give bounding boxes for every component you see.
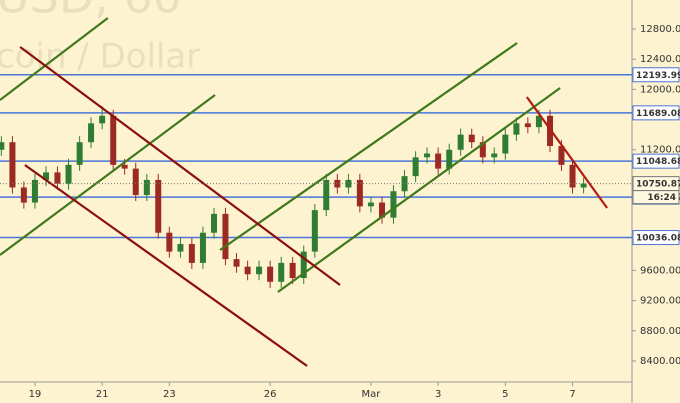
- y-tick-label: 8800.00: [640, 326, 680, 337]
- x-tick-label: 21: [96, 389, 109, 400]
- candle-body: [390, 191, 397, 218]
- candle-body: [569, 164, 576, 188]
- x-tick-label: 5: [502, 389, 508, 400]
- last-price-label: 10750.87: [636, 180, 680, 190]
- y-tick-label: 12000.00: [640, 84, 680, 95]
- candle-body: [468, 134, 475, 143]
- level-label: 11048.68: [636, 157, 680, 167]
- candle-body: [211, 213, 218, 233]
- y-tick-label: 12800.00: [640, 24, 680, 35]
- trendline: [0, 94, 216, 256]
- candle-body: [244, 266, 251, 275]
- watermark: USD, 60 coin / Dollar: [0, 0, 200, 77]
- candle-body: [278, 262, 285, 282]
- candle-body: [401, 176, 408, 192]
- y-tick-label: 12400.00: [640, 54, 680, 65]
- trendline: [19, 46, 341, 286]
- x-tick-label: 19: [29, 389, 42, 400]
- x-tick-label: 3: [435, 389, 441, 400]
- trendline: [0, 17, 109, 101]
- candle-body: [199, 232, 206, 263]
- watermark-symbol: USD, 60: [0, 0, 182, 24]
- candle-body: [513, 123, 520, 135]
- candle-body: [188, 244, 195, 263]
- candle-body: [424, 153, 431, 158]
- level-label: 10036.08: [636, 234, 680, 244]
- y-tick-label: 8400.00: [640, 356, 680, 367]
- candle-body: [580, 183, 587, 188]
- candle-body: [76, 142, 83, 165]
- candle-body: [289, 262, 296, 278]
- candle-body: [412, 157, 419, 177]
- candle-body: [43, 172, 50, 180]
- candle-body: [9, 142, 16, 188]
- candle-body: [457, 134, 464, 150]
- trendline: [525, 96, 609, 209]
- x-tick-label: 26: [264, 389, 277, 400]
- candle-body: [502, 134, 509, 154]
- candle-body: [300, 251, 307, 278]
- x-tick-label: Mar: [361, 389, 381, 400]
- candle-body: [446, 149, 453, 169]
- candle-body: [54, 172, 61, 184]
- candle-body: [166, 232, 173, 252]
- x-tick-label: 23: [163, 389, 176, 400]
- candle-body: [65, 164, 72, 184]
- candle-body: [435, 153, 442, 169]
- candle-body: [323, 179, 330, 211]
- countdown-label: 16:24: [647, 193, 676, 203]
- candle-body: [311, 210, 318, 252]
- level-label: 12193.99: [636, 71, 680, 81]
- y-tick-label: 9200.00: [640, 296, 680, 307]
- trendline: [24, 164, 308, 367]
- candle-body: [222, 213, 229, 260]
- candle-body: [20, 187, 27, 203]
- candle-body: [491, 153, 498, 158]
- candle-body: [479, 142, 486, 158]
- candle-body: [99, 115, 106, 124]
- candle-body: [367, 202, 374, 207]
- trendline: [219, 42, 518, 251]
- x-tick-label: 7: [569, 389, 575, 400]
- y-tick-label: 9600.00: [640, 265, 680, 276]
- candle-body: [558, 145, 565, 165]
- level-label-box: [632, 67, 680, 83]
- candle-body: [0, 142, 5, 150]
- candle-body: [267, 266, 274, 282]
- level-label-box: [632, 230, 680, 246]
- trendline: [277, 87, 561, 293]
- level-label-box: [632, 153, 680, 169]
- candle-body: [233, 259, 240, 267]
- countdown-box: [632, 190, 680, 205]
- watermark-description: coin / Dollar: [0, 37, 200, 77]
- candle-body: [31, 179, 38, 203]
- candle-body: [110, 115, 117, 165]
- candle-body: [535, 115, 542, 128]
- candle-body: [121, 164, 128, 169]
- candle-body: [143, 179, 150, 196]
- candle-body: [524, 123, 531, 128]
- level-label-box: [632, 105, 680, 121]
- candle-body: [379, 202, 386, 218]
- y-tick-label: 11200.00: [640, 145, 680, 156]
- level-label: 11689.08: [636, 109, 680, 119]
- candle-body: [256, 266, 263, 275]
- candle-body: [155, 179, 162, 233]
- candle-body: [132, 168, 139, 196]
- candle-body: [334, 179, 341, 188]
- candle-body: [177, 244, 184, 252]
- candle-body: [88, 123, 95, 143]
- candle-body: [356, 179, 363, 207]
